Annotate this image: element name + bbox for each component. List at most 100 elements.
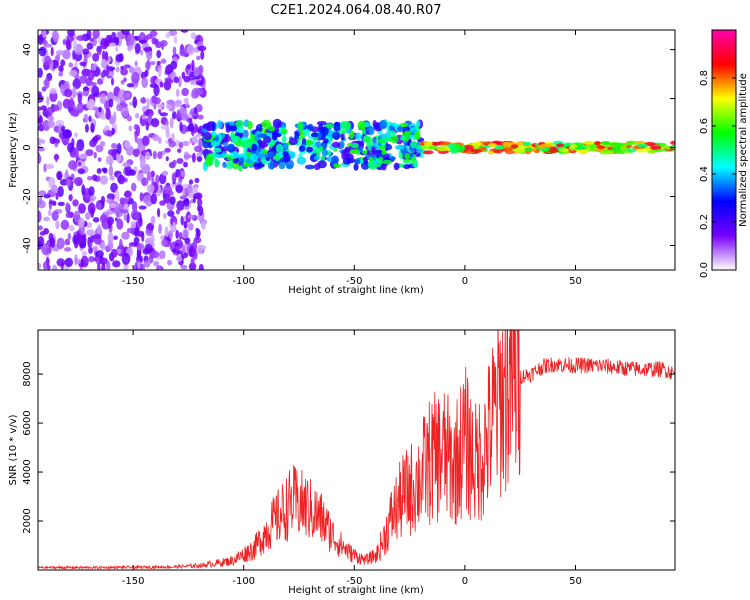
snr-frame — [37, 329, 676, 571]
heatmap-cell — [226, 143, 236, 153]
heatmap-cell — [594, 141, 601, 146]
heatmap-cell — [164, 147, 171, 153]
heatmap-cell — [404, 152, 410, 160]
heatmap-cell — [225, 164, 234, 170]
colorbar-tick-label: 0.2 — [699, 214, 710, 230]
heatmap-cell — [203, 149, 213, 155]
heatmap-cell — [306, 146, 314, 153]
heatmap-cell — [124, 140, 131, 149]
heatmap-cell — [159, 200, 166, 206]
heatmap-cell — [84, 123, 89, 133]
heatmap-cell — [134, 60, 138, 67]
heatmap-cell — [179, 121, 183, 132]
heatmap-cell — [323, 138, 329, 144]
heatmap-cell — [38, 190, 47, 197]
heatmap-cell — [171, 132, 175, 142]
heatmap-cell — [143, 260, 151, 268]
heatmap-cell — [175, 208, 180, 215]
heatmap-cell — [150, 215, 156, 225]
heatmap-cell — [85, 149, 94, 157]
heatmap-cell — [116, 104, 123, 112]
heatmap-cell — [260, 140, 266, 148]
heatmap-cell — [213, 147, 222, 153]
heatmap-cell — [514, 148, 525, 153]
heatmap-cell — [157, 103, 165, 109]
heatmap-cell — [373, 159, 379, 166]
heatmap-cell — [98, 106, 102, 113]
heatmap-cell — [313, 155, 320, 161]
y-tick-label: -20 — [22, 188, 33, 204]
heatmap-cell — [187, 222, 194, 231]
heatmap-cell — [60, 219, 70, 230]
heatmap-cell — [105, 155, 114, 166]
heatmap-cell — [80, 255, 89, 268]
heatmap-cell — [106, 64, 110, 76]
heatmap-cell — [44, 77, 50, 89]
heatmap-cell — [55, 192, 59, 200]
heatmap-cell — [439, 141, 452, 146]
heatmap-cell — [77, 168, 85, 175]
heatmap-cell — [86, 229, 95, 236]
heatmap-cell — [140, 97, 147, 104]
heatmap-cell — [163, 184, 172, 195]
spectrogram-y-label: Frequency (Hz) — [8, 112, 19, 188]
heatmap-cell — [410, 140, 418, 149]
heatmap-cell — [150, 193, 158, 205]
heatmap-cell — [76, 139, 85, 152]
heatmap-cell — [296, 156, 307, 165]
heatmap-cell — [97, 262, 101, 270]
heatmap-cell — [379, 120, 388, 130]
heatmap-cell — [159, 112, 169, 117]
heatmap-cell — [170, 60, 178, 70]
heatmap-cell — [155, 174, 160, 184]
heatmap-cell — [317, 131, 323, 140]
heatmap-cell — [186, 44, 195, 56]
heatmap-cell — [139, 192, 144, 202]
heatmap-cell — [108, 42, 116, 47]
heatmap-cell — [403, 164, 411, 170]
heatmap-cell — [120, 105, 129, 118]
heatmap-cell — [198, 263, 204, 270]
heatmap-cell — [647, 149, 656, 154]
heatmap-cell — [338, 140, 345, 149]
heatmap-cell — [121, 30, 130, 36]
heatmap-cell — [157, 151, 163, 160]
heatmap-cell — [502, 141, 512, 146]
heatmap-cell — [59, 179, 68, 186]
heatmap-cell — [63, 247, 72, 252]
x-tick-label: -50 — [346, 576, 362, 587]
heatmap-cell — [47, 120, 56, 129]
heatmap-cell — [68, 224, 75, 232]
heatmap-cell — [275, 143, 284, 153]
heatmap-cell — [251, 143, 258, 152]
heatmap-cell — [91, 64, 97, 71]
heatmap-cell — [153, 260, 160, 267]
heatmap-cell — [178, 231, 183, 240]
heatmap-cell — [56, 170, 63, 181]
heatmap-cell — [145, 151, 151, 160]
heatmap-cell — [190, 257, 195, 265]
heatmap-cell — [120, 68, 128, 76]
heatmap-cell — [179, 48, 187, 57]
heatmap-cell — [113, 36, 120, 43]
heatmap-cell — [160, 235, 165, 240]
heatmap-cell — [92, 174, 98, 181]
heatmap-cell — [177, 75, 182, 88]
heatmap-cell — [84, 212, 91, 220]
heatmap-cell — [180, 215, 184, 226]
heatmap-cell — [175, 229, 180, 240]
heatmap-cell — [110, 182, 118, 193]
heatmap-cell — [100, 38, 109, 50]
heatmap-cell — [115, 54, 123, 63]
heatmap-cell — [394, 145, 405, 150]
heatmap-cell — [635, 148, 648, 153]
heatmap-cell — [101, 262, 106, 270]
heatmap-cell — [101, 50, 106, 61]
heatmap-cell — [254, 163, 265, 168]
heatmap-cell — [55, 119, 65, 127]
heatmap-cell — [157, 266, 162, 270]
heatmap-cell — [148, 112, 152, 119]
heatmap-cell — [180, 170, 185, 178]
heatmap-cell — [52, 264, 58, 270]
heatmap-cell — [193, 66, 200, 77]
